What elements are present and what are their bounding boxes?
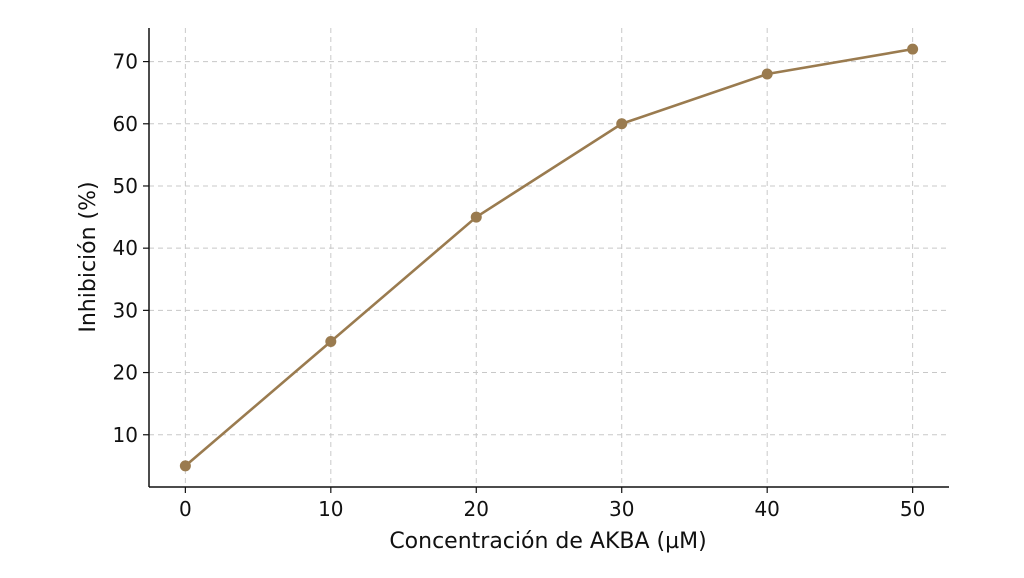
- x-tick-label: 0: [179, 497, 192, 521]
- data-point: [616, 118, 628, 130]
- y-tick-label: 20: [113, 361, 138, 385]
- y-tick-label: 50: [113, 174, 138, 198]
- x-tick-label: 40: [754, 497, 779, 521]
- data-point: [325, 335, 337, 347]
- series-line: [184, 47, 913, 467]
- y-axis-label: Inhibición (%): [76, 181, 101, 332]
- grid: [149, 28, 949, 487]
- x-tick-label: 10: [318, 497, 343, 521]
- data-point: [470, 211, 482, 223]
- ticks: 0 10 20 30 40 50 10 20 30 40 50 60 70: [113, 50, 926, 521]
- y-tick-label: 70: [113, 50, 138, 74]
- x-tick-label: 30: [609, 497, 634, 521]
- data-point: [761, 68, 773, 80]
- x-tick-label: 50: [900, 497, 925, 521]
- x-axis-label: Concentración de AKBA (µM): [389, 529, 706, 554]
- data-point: [907, 43, 919, 55]
- y-tick-label: 60: [113, 112, 138, 136]
- x-tick-label: 20: [464, 497, 489, 521]
- y-tick-label: 10: [113, 423, 138, 447]
- series: [179, 43, 919, 472]
- y-tick-label: 30: [113, 298, 138, 322]
- axes: [148, 28, 949, 488]
- y-tick-label: 40: [113, 236, 138, 260]
- data-point: [179, 460, 191, 472]
